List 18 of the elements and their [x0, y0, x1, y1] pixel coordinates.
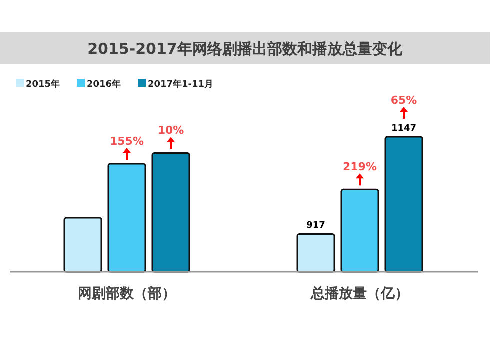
bar [152, 152, 190, 273]
bar [64, 217, 102, 273]
annotation: 219% [343, 160, 377, 174]
annotation: 10% [158, 124, 184, 138]
legend-label: 2017年1-11月 [148, 79, 214, 90]
chart-title: 2015-2017年网络剧播出部数和播放总量变化 [88, 40, 404, 58]
text: 65% [390, 94, 418, 107]
bar [108, 163, 146, 273]
x-tick-label: 总播放量（亿） [310, 286, 409, 302]
annotation: 155% [110, 135, 144, 148]
legend-label: 2015年 [26, 79, 60, 90]
bar [296, 233, 336, 273]
text: 1147 [391, 124, 417, 134]
bar [340, 188, 380, 273]
bar [384, 136, 424, 273]
annotation: 917 [306, 221, 326, 232]
legend-label: 2016年 [87, 79, 122, 90]
x-tick-label: 网剧部数（部） [78, 285, 176, 302]
